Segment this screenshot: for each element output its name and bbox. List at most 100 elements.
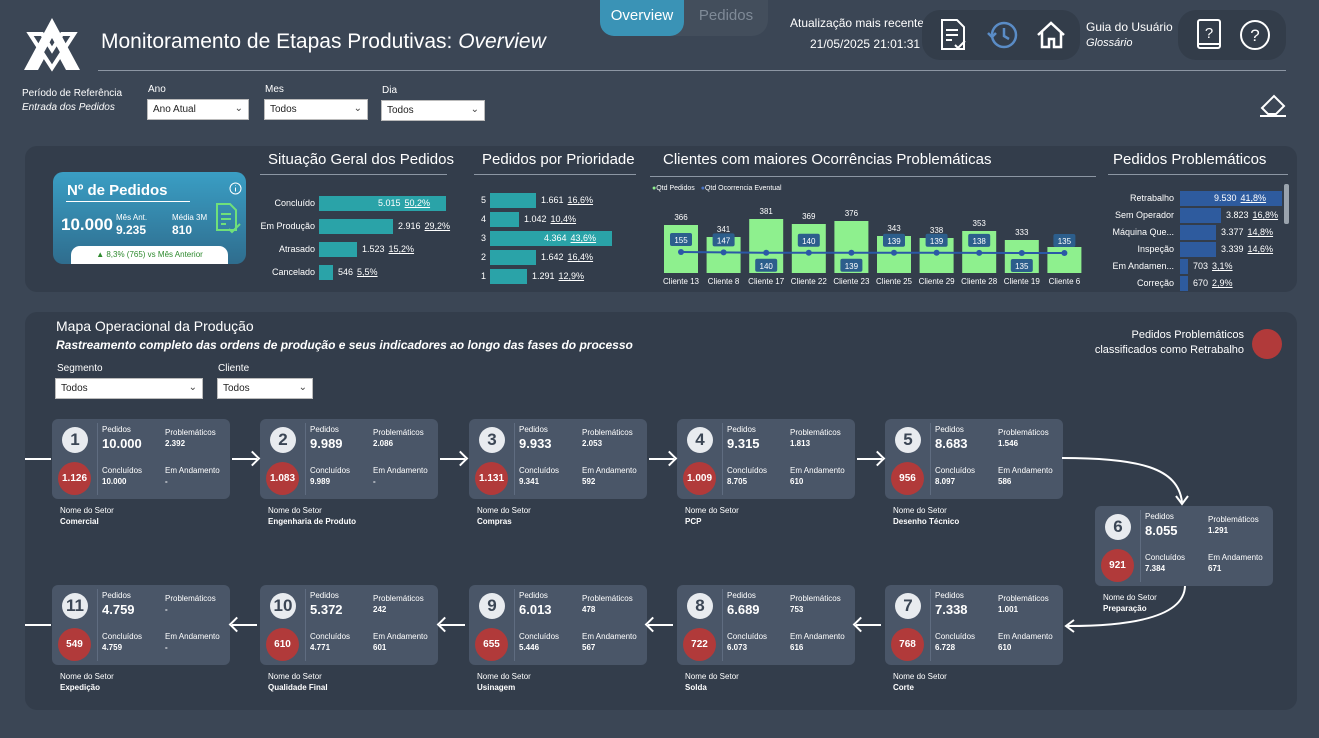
problems-bar[interactable] <box>1180 225 1216 240</box>
retrabalho-badge: 610 <box>266 628 299 661</box>
stage-card[interactable]: 3 1.131 Pedidos 9.933 Problemáticos 2.053 Conc… <box>469 419 647 499</box>
priority-value-pct: 16,4% <box>567 252 594 262</box>
stage-number: 8 <box>687 593 713 619</box>
occurrence-point[interactable] <box>848 249 855 256</box>
status-bar[interactable] <box>319 219 393 234</box>
occurrence-label: 135 <box>1015 262 1029 271</box>
stage-card[interactable]: 6 921 Pedidos 8.055 Problemáticos 1.291 Conclu… <box>1095 506 1273 586</box>
history-icon[interactable] <box>982 14 1024 56</box>
status-label: Concluído <box>274 198 315 208</box>
andamento-value: 610 <box>998 643 1012 652</box>
sector-label: Nome do Setor <box>477 506 531 515</box>
priority-bar[interactable] <box>490 250 536 265</box>
priority-bar[interactable] <box>490 231 612 246</box>
occurrence-point[interactable] <box>891 249 897 256</box>
stage-card[interactable]: 2 1.083 Pedidos 9.989 Problemáticos 2.086 Conc… <box>260 419 438 499</box>
segmento-select[interactable]: Todos ⌄ <box>55 378 203 399</box>
status-bar[interactable] <box>319 265 333 280</box>
stage-card[interactable]: 11 549 Pedidos 4.759 Problemáticos - Concluído… <box>52 585 230 665</box>
stage-card[interactable]: 8 722 Pedidos 6.689 Problemáticos 753 Concluíd… <box>677 585 855 665</box>
client-axis-label: Cliente 13 <box>663 277 700 286</box>
problems-bar[interactable] <box>1180 191 1282 206</box>
status-label: Em Produção <box>260 221 315 231</box>
pedidos-label: Pedidos <box>519 425 548 434</box>
retrabalho-badge: 1.126 <box>58 462 91 495</box>
sector-name: Nome do Setor Preparação <box>1103 592 1157 614</box>
problems-value-num: 3.377 <box>1221 227 1244 237</box>
problems-value: 703 3,1% <box>1193 261 1233 271</box>
priority-bar[interactable] <box>490 212 519 227</box>
problematicos-label: Problemáticos <box>998 594 1049 603</box>
problems-bar[interactable] <box>1180 208 1221 223</box>
pedidos-value: 9.933 <box>519 436 552 451</box>
dia-select[interactable]: Todos ⌄ <box>381 100 485 121</box>
client-bar[interactable] <box>791 224 826 273</box>
help-icon[interactable]: ? <box>1234 14 1276 56</box>
eraser-icon[interactable] <box>1258 90 1288 118</box>
sector-label: Nome do Setor <box>60 672 114 681</box>
occurrence-point[interactable] <box>763 249 770 256</box>
status-bar[interactable] <box>319 196 446 211</box>
concluidos-label: Concluídos <box>102 632 143 641</box>
occurrence-point[interactable] <box>720 249 727 256</box>
pedidos-label: Pedidos <box>310 425 339 434</box>
problems-scrollbar[interactable] <box>1284 184 1289 224</box>
priority-label: 3 <box>480 233 486 243</box>
stage-card[interactable]: 9 655 Pedidos 6.013 Problemáticos 478 Concluíd… <box>469 585 647 665</box>
sector-value: Usinagem <box>477 683 516 692</box>
priority-bar[interactable] <box>490 193 536 208</box>
problems-bar[interactable] <box>1180 276 1188 291</box>
mes-select[interactable]: Todos ⌄ <box>264 99 368 120</box>
info-icon[interactable] <box>229 182 242 195</box>
occurrence-label-bg <box>1010 259 1033 272</box>
problems-value: 9.530 41,8% <box>1214 193 1266 203</box>
occurrence-point[interactable] <box>1061 250 1068 256</box>
occurrence-point[interactable] <box>678 249 684 255</box>
problems-value-num: 3.823 <box>1226 210 1249 220</box>
tab-overview[interactable]: Overview <box>600 0 684 36</box>
occurrence-point[interactable] <box>805 249 812 256</box>
sector-label: Nome do Setor <box>268 672 322 681</box>
home-icon[interactable] <box>1030 14 1072 56</box>
stage-card[interactable]: 4 1.009 Pedidos 9.315 Problemáticos 1.813 Conc… <box>677 419 855 499</box>
occurrence-point[interactable] <box>933 249 940 256</box>
occurrence-point[interactable] <box>1018 250 1025 256</box>
report-icon[interactable] <box>932 14 974 56</box>
priority-bar[interactable] <box>490 269 527 284</box>
sector-name: Nome do Setor Qualidade Final <box>268 671 328 693</box>
status-bar[interactable] <box>319 242 357 257</box>
company-logo <box>24 18 80 72</box>
problems-value-pct: 2,9% <box>1212 278 1233 288</box>
client-axis-label: Cliente 19 <box>1004 277 1041 286</box>
problems-value-pct: 3,1% <box>1212 261 1233 271</box>
stage-card[interactable]: 7 768 Pedidos 7.338 Problemáticos 1.001 Conclu… <box>885 585 1063 665</box>
help-book-icon[interactable]: ? <box>1188 14 1230 56</box>
stage-card[interactable]: 5 956 Pedidos 8.683 Problemáticos 1.546 Conclu… <box>885 419 1063 499</box>
andamento-label: Em Andamento <box>582 466 637 475</box>
problems-value-num: 703 <box>1193 261 1209 271</box>
stage-divider <box>514 423 515 495</box>
kpi-value: 10.000 <box>61 215 113 234</box>
problems-bar[interactable] <box>1180 259 1188 274</box>
retrabalho-marker <box>1252 329 1282 359</box>
stage-number: 5 <box>895 427 921 453</box>
priority-value: 1.042 10,4% <box>524 214 576 224</box>
tab-pedidos[interactable]: Pedidos <box>698 7 754 24</box>
problematicos-value: 1.813 <box>790 439 811 448</box>
kpi-delta: ▲ 8,3% (765) vs Mês Anterior <box>71 246 228 264</box>
client-axis-label: Cliente 28 <box>961 277 998 286</box>
problematicos-label: Problemáticos <box>790 428 841 437</box>
ano-select[interactable]: Ano Atual ⌄ <box>147 99 249 120</box>
map-legend: Pedidos Problemáticos classificados como … <box>1094 329 1244 356</box>
user-guide[interactable]: Guia do Usuário Glossário <box>1086 20 1173 49</box>
stage-divider <box>514 589 515 661</box>
stage-card[interactable]: 1 1.126 Pedidos 10.000 Problemáticos 2.392 Con… <box>52 419 230 499</box>
cliente-select[interactable]: Todos ⌄ <box>217 378 313 399</box>
header-divider <box>98 70 1286 71</box>
occurrence-label-bg <box>1053 234 1076 247</box>
stage-card[interactable]: 10 610 Pedidos 5.372 Problemáticos 242 Concluí… <box>260 585 438 665</box>
occurrence-point[interactable] <box>976 249 983 256</box>
problems-bar[interactable] <box>1180 242 1216 257</box>
concluidos-value: 9.341 <box>519 477 540 486</box>
occurrence-label: 147 <box>717 236 731 245</box>
